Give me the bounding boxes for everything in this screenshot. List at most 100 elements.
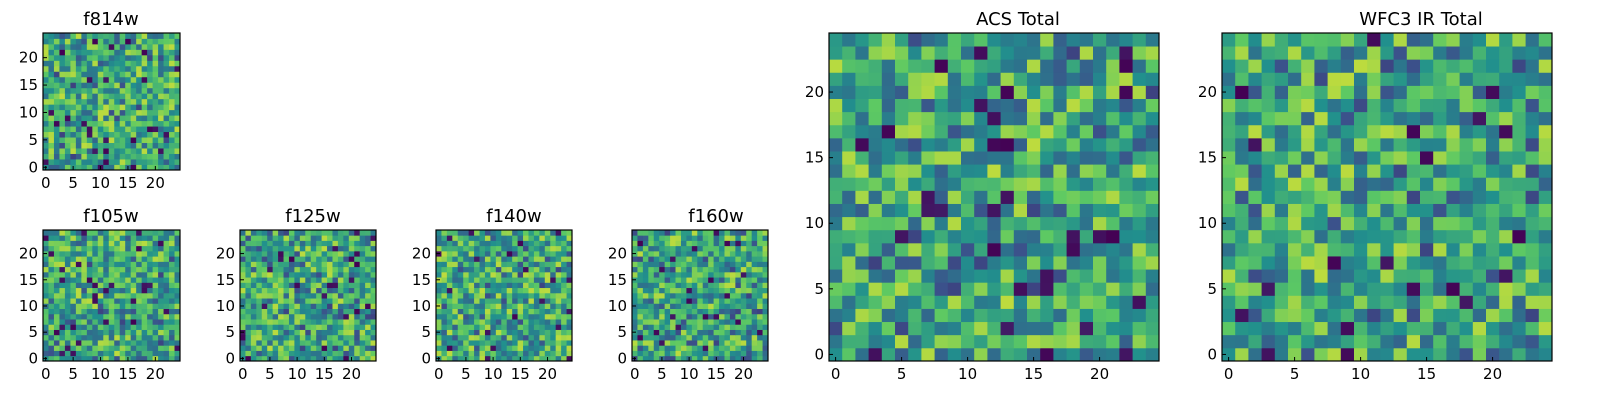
heatmap-cell (147, 277, 153, 283)
heatmap-cell (533, 245, 540, 252)
heatmap-cell (365, 313, 371, 320)
heatmap-cell (163, 340, 170, 346)
heatmap-cell (441, 277, 448, 283)
heatmap-cell (436, 324, 442, 330)
heatmap-cell (354, 261, 361, 268)
heatmap-cell (332, 329, 339, 336)
heatmap-cell (163, 104, 170, 111)
heatmap-cell (708, 345, 714, 351)
heatmap-cell (1222, 98, 1236, 113)
heatmap-cell (278, 313, 284, 320)
heatmap-cell (53, 319, 60, 325)
heatmap-cell (97, 109, 104, 116)
heatmap-cell (550, 345, 557, 351)
heatmap-cell (751, 298, 758, 304)
heatmap-cell (1380, 282, 1394, 296)
heatmap-cell (97, 287, 104, 294)
heatmap-cell (108, 148, 115, 154)
heatmap-cell (174, 292, 181, 299)
heatmap-cell (528, 334, 535, 341)
heatmap-cell (708, 308, 714, 315)
heatmap-cell (947, 308, 962, 323)
heatmap-cell (1145, 111, 1160, 126)
heatmap-cell (1274, 46, 1289, 60)
heatmap-cell (1354, 85, 1368, 99)
heatmap-cell (1093, 59, 1107, 73)
heatmap-cell (697, 277, 704, 283)
heatmap-cell (64, 60, 71, 67)
heatmap-cell (642, 282, 649, 289)
heatmap-cell (1145, 242, 1160, 257)
heatmap-cell (103, 345, 110, 351)
heatmap-cell (680, 319, 687, 325)
heatmap-cell (686, 282, 693, 289)
heatmap-cell (64, 142, 71, 149)
heatmap-cell (278, 287, 284, 294)
heatmap-cell (283, 340, 290, 346)
heatmap-cell (539, 245, 546, 252)
heatmap-cell (310, 355, 317, 362)
heatmap-cell (1093, 321, 1107, 336)
heatmap-cell (136, 308, 143, 315)
heatmap-cell (169, 329, 175, 336)
heatmap-cell (152, 142, 159, 149)
heatmap-cell (359, 235, 366, 241)
x-tick-label: 15 (1417, 365, 1436, 383)
heatmap-cell (354, 250, 361, 257)
heatmap-cell (1000, 216, 1015, 231)
heatmap-cell (1013, 308, 1028, 323)
heatmap-cell (855, 164, 869, 178)
heatmap-cell (305, 298, 312, 304)
heatmap-cell (697, 230, 704, 236)
heatmap-cell (1000, 308, 1015, 323)
heatmap-cell (1000, 46, 1015, 60)
heatmap-cell (365, 308, 371, 315)
heatmap-cell (691, 313, 698, 320)
heatmap-cell (829, 321, 843, 336)
heatmap-cell (702, 340, 709, 346)
x-tick-label: 5 (68, 174, 78, 192)
heatmap-cell (1420, 256, 1434, 270)
heatmap-cell (691, 345, 698, 351)
heatmap-cell (92, 131, 99, 138)
heatmap-cell (632, 245, 638, 252)
heatmap-cell (974, 33, 988, 47)
heatmap-cell (947, 203, 962, 218)
heatmap-cell (441, 256, 448, 262)
heatmap-cell (1459, 203, 1474, 218)
heatmap-cell (1274, 151, 1289, 165)
heatmap-cell (64, 126, 71, 133)
heatmap-cell (327, 308, 333, 315)
heatmap-cell (288, 292, 295, 299)
heatmap-cell (48, 54, 55, 61)
heatmap-cell (501, 308, 508, 315)
heatmap-cell (1354, 347, 1368, 362)
heatmap-cell (163, 303, 170, 309)
heatmap-cell (64, 87, 71, 94)
heatmap-cell (961, 229, 975, 244)
heatmap-cell (108, 355, 115, 362)
heatmap-cell (1367, 177, 1381, 191)
heatmap-cell (642, 277, 649, 283)
heatmap-cell (1301, 124, 1315, 139)
heatmap-cell (288, 287, 295, 294)
heatmap-cell (1499, 242, 1513, 257)
heatmap-cell (1000, 85, 1015, 99)
heatmap-cell (64, 287, 71, 294)
heatmap-cell (446, 319, 453, 325)
heatmap-cell (664, 235, 671, 241)
heatmap-cell (868, 124, 883, 139)
heatmap-cell (528, 345, 535, 351)
heatmap-cell (283, 256, 290, 262)
heatmap-cell (48, 350, 55, 357)
heatmap-cell (119, 240, 126, 247)
heatmap-cell (1406, 203, 1421, 218)
heatmap-cell (64, 93, 71, 100)
heatmap-cell (1459, 85, 1474, 99)
heatmap-cell (463, 340, 470, 346)
heatmap-cell (523, 261, 529, 268)
heatmap-cell (1327, 203, 1342, 218)
heatmap-cell (92, 329, 99, 336)
heatmap-cell (97, 350, 104, 357)
heatmap-cell (539, 287, 546, 294)
